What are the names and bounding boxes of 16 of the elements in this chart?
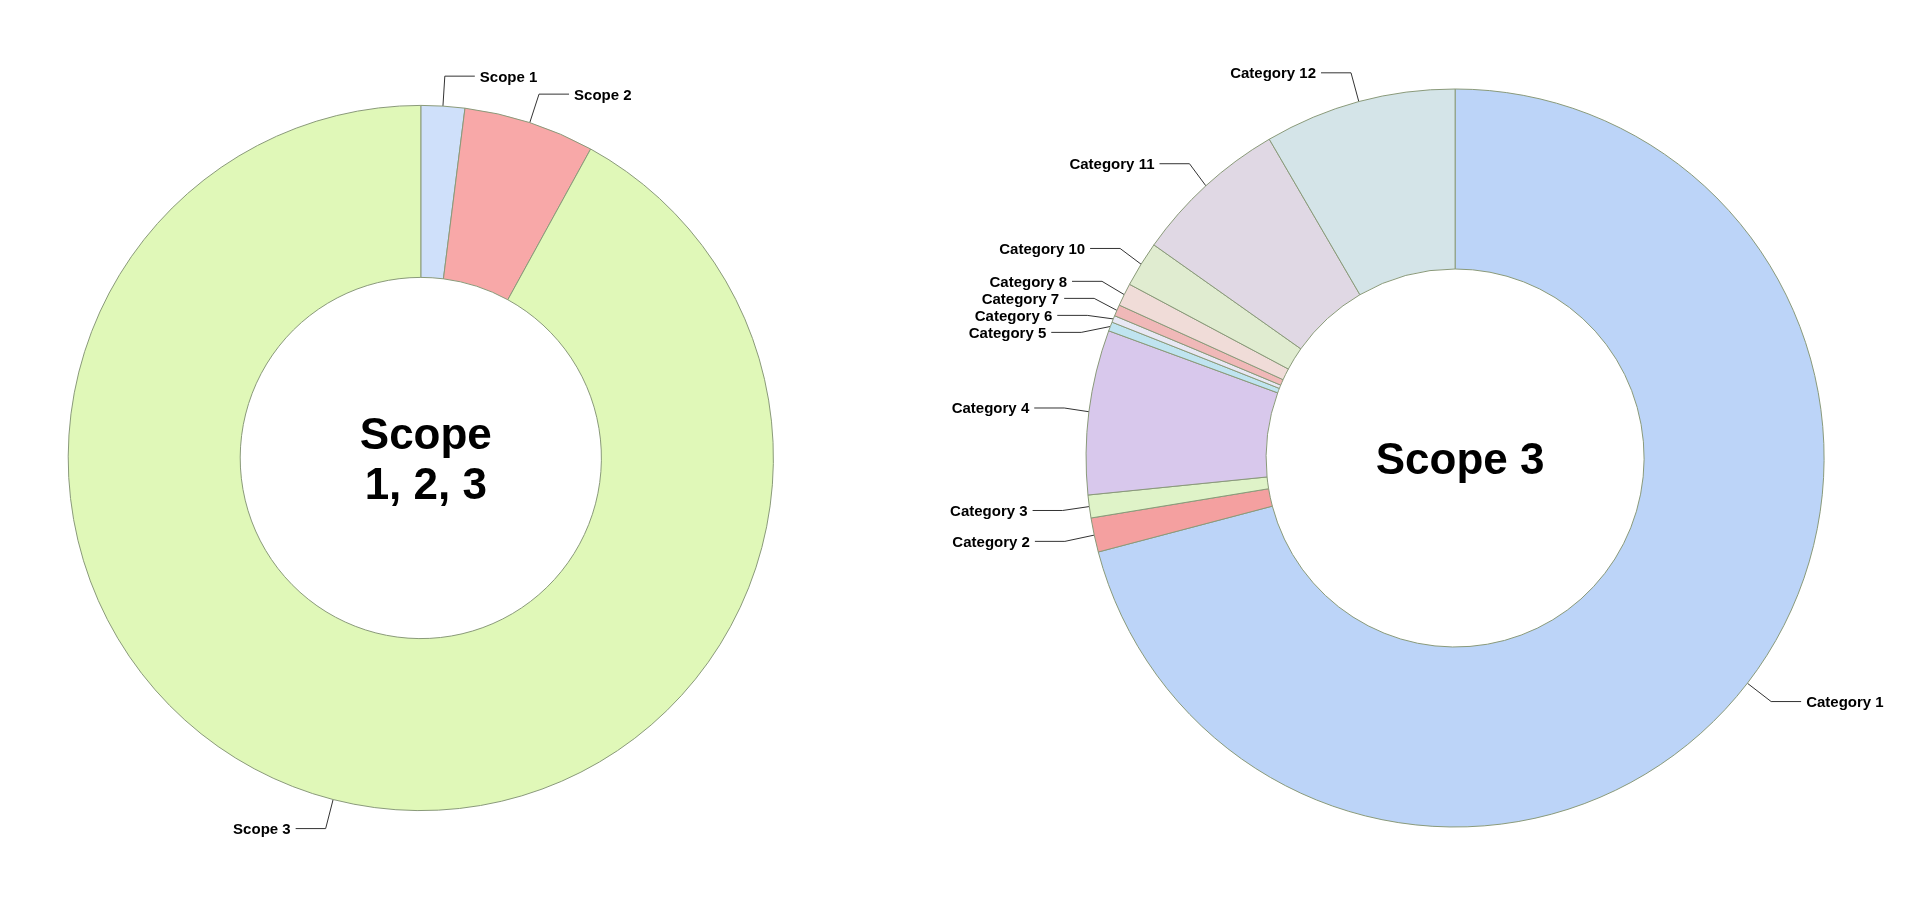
slice-label: Scope 2 <box>574 85 632 103</box>
slice-label: Category 7 <box>981 289 1060 307</box>
slice-label: Scope 1 <box>479 67 538 85</box>
slice-label: Category 3 <box>950 501 1028 519</box>
slice-label: Category 12 <box>1230 64 1317 82</box>
slice-label: Category 6 <box>974 306 1053 324</box>
slice-label: Scope 3 <box>233 820 291 838</box>
slice-label: Category 11 <box>1069 155 1155 173</box>
text: Scope 3 <box>1375 433 1545 483</box>
slice-label: Category 2 <box>952 532 1030 550</box>
slice-label: Category 1 <box>1806 693 1884 711</box>
slice-label: Category 8 <box>989 272 1068 290</box>
slice-label: Category 5 <box>968 323 1047 341</box>
slice-label: Category 4 <box>951 399 1030 417</box>
text: Scope 1, 2, 3 <box>359 408 492 508</box>
slice-label: Category 10 <box>999 239 1086 257</box>
